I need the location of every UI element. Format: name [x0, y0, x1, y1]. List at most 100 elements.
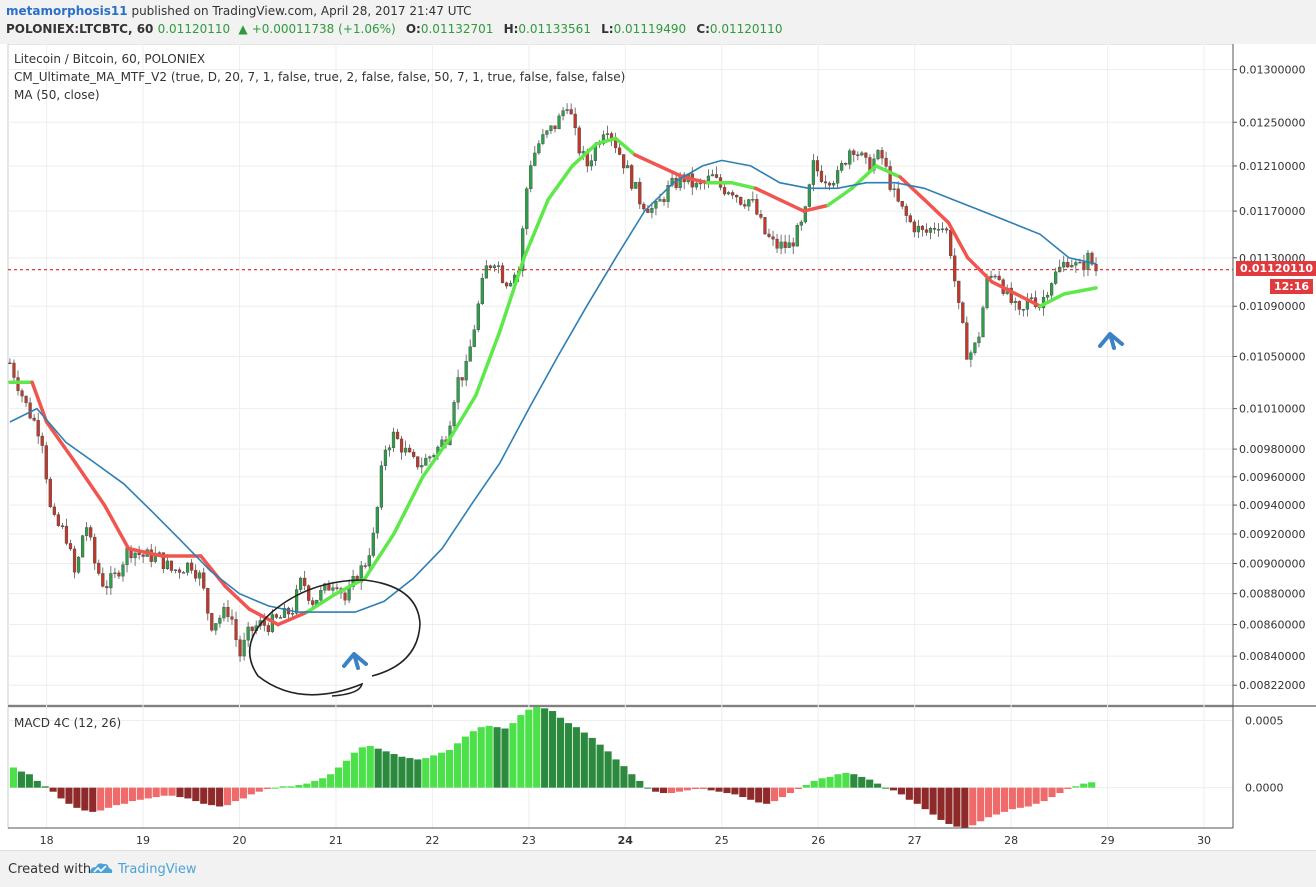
candle-body	[141, 554, 145, 557]
macd-bar	[1048, 787, 1056, 798]
candle-body	[185, 562, 190, 573]
candle-body	[549, 125, 553, 131]
macd-bar	[223, 787, 232, 806]
high-value: 0.01133561	[518, 22, 591, 36]
price-tick-label: 0.01300000	[1239, 64, 1305, 77]
candle-body	[323, 583, 327, 591]
ultimate-ma-segment	[729, 180, 758, 191]
macd-bar	[279, 786, 287, 788]
candle-body	[198, 572, 202, 579]
candle-body	[319, 590, 323, 601]
macd-bar	[65, 787, 73, 804]
candle-body	[529, 165, 533, 189]
tradingview-brand-link[interactable]: TradingView	[118, 862, 197, 877]
candle-body	[827, 182, 832, 186]
candle-body	[222, 607, 226, 619]
macd-bar	[604, 751, 612, 788]
candle-body	[634, 181, 638, 189]
macd-bar	[763, 787, 771, 804]
time-tick-label: 29	[1101, 834, 1115, 847]
price-tick-label: 0.00900000	[1239, 557, 1305, 570]
candle-body	[472, 329, 476, 347]
author-link[interactable]: metamorphosis11	[6, 4, 128, 18]
time-tick-label: 26	[811, 834, 825, 847]
ultimate-ma-segment	[613, 136, 637, 157]
ultimate-ma-segment	[898, 175, 927, 202]
macd-bar	[430, 755, 438, 788]
macd-bar	[327, 774, 335, 788]
macd-bar	[556, 717, 565, 788]
candle-body	[149, 549, 153, 562]
candle-body	[803, 206, 807, 223]
candle-body	[56, 514, 60, 526]
ultimate-ma-segment	[363, 532, 396, 581]
candle-body	[307, 585, 311, 601]
candle-body	[290, 613, 295, 615]
macd-bar	[334, 767, 343, 788]
time-tick-label: 22	[425, 834, 439, 847]
macd-bar	[794, 787, 802, 790]
candle-body	[840, 163, 844, 171]
macd-bar	[414, 759, 422, 788]
candle-body	[468, 346, 472, 362]
macd-bar	[628, 774, 636, 788]
macd-bar	[953, 787, 961, 827]
candle-body	[500, 265, 505, 284]
macd-bar	[366, 745, 374, 788]
macd-bar	[667, 787, 676, 794]
macd-bar	[168, 787, 176, 796]
candle-body	[408, 447, 412, 453]
candle-body	[1090, 252, 1094, 265]
price-tick-label: 0.00960000	[1239, 471, 1305, 484]
candle-body	[1078, 261, 1082, 264]
macd-bar	[731, 787, 739, 795]
tradingview-logo-icon[interactable]	[88, 861, 114, 877]
candle-body	[791, 242, 795, 247]
macd-bar	[842, 772, 850, 788]
candle-body	[807, 184, 811, 207]
countdown-tag: 12:16	[1270, 279, 1314, 294]
candle-body	[504, 282, 509, 287]
ultimate-ma-segment	[73, 461, 107, 507]
symbol-label: POLONIEX:LTCBTC, 60	[6, 22, 154, 36]
candle-body	[210, 613, 214, 631]
macd-bar	[17, 771, 25, 788]
candle-body	[161, 552, 165, 570]
macd-bar	[533, 707, 541, 788]
candle-body	[117, 572, 121, 577]
candlesticks	[8, 103, 1098, 662]
candle-body	[973, 342, 977, 353]
candle-body	[391, 431, 396, 448]
candle-body	[64, 525, 69, 544]
ultimate-ma-segment	[44, 420, 78, 465]
candle-body	[238, 639, 242, 657]
low-label: L:	[601, 22, 614, 36]
time-tick-label: 20	[232, 834, 246, 847]
macd-bar	[881, 787, 890, 789]
candle-body	[331, 587, 335, 591]
macd-bar	[406, 758, 414, 788]
ultimate-ma-segment	[199, 554, 227, 588]
macd-bar	[564, 723, 572, 788]
macd-bar	[105, 787, 113, 808]
price-chart[interactable]: 0.01300000 0.01250000 0.01210000 0.01170000…	[0, 44, 1316, 850]
candle-body	[642, 203, 646, 210]
macd-bar	[239, 787, 247, 799]
macd-bar	[445, 750, 454, 788]
macd-bar	[874, 783, 882, 788]
price-tick-label: 0.01010000	[1239, 403, 1305, 416]
candle-body	[367, 555, 371, 567]
candle-body	[24, 395, 28, 404]
candle-body	[747, 199, 751, 207]
candle-body	[194, 570, 198, 579]
macd-bar	[1024, 787, 1032, 807]
candle-body	[133, 552, 137, 559]
candle-body	[294, 589, 299, 614]
candle-body	[412, 451, 416, 457]
close-label: C:	[696, 22, 710, 36]
candle-body	[404, 447, 408, 453]
candle-body	[1009, 287, 1013, 303]
ultimate-ma-segment	[802, 203, 830, 213]
candle-body	[763, 217, 767, 235]
macd-bar	[509, 723, 517, 788]
